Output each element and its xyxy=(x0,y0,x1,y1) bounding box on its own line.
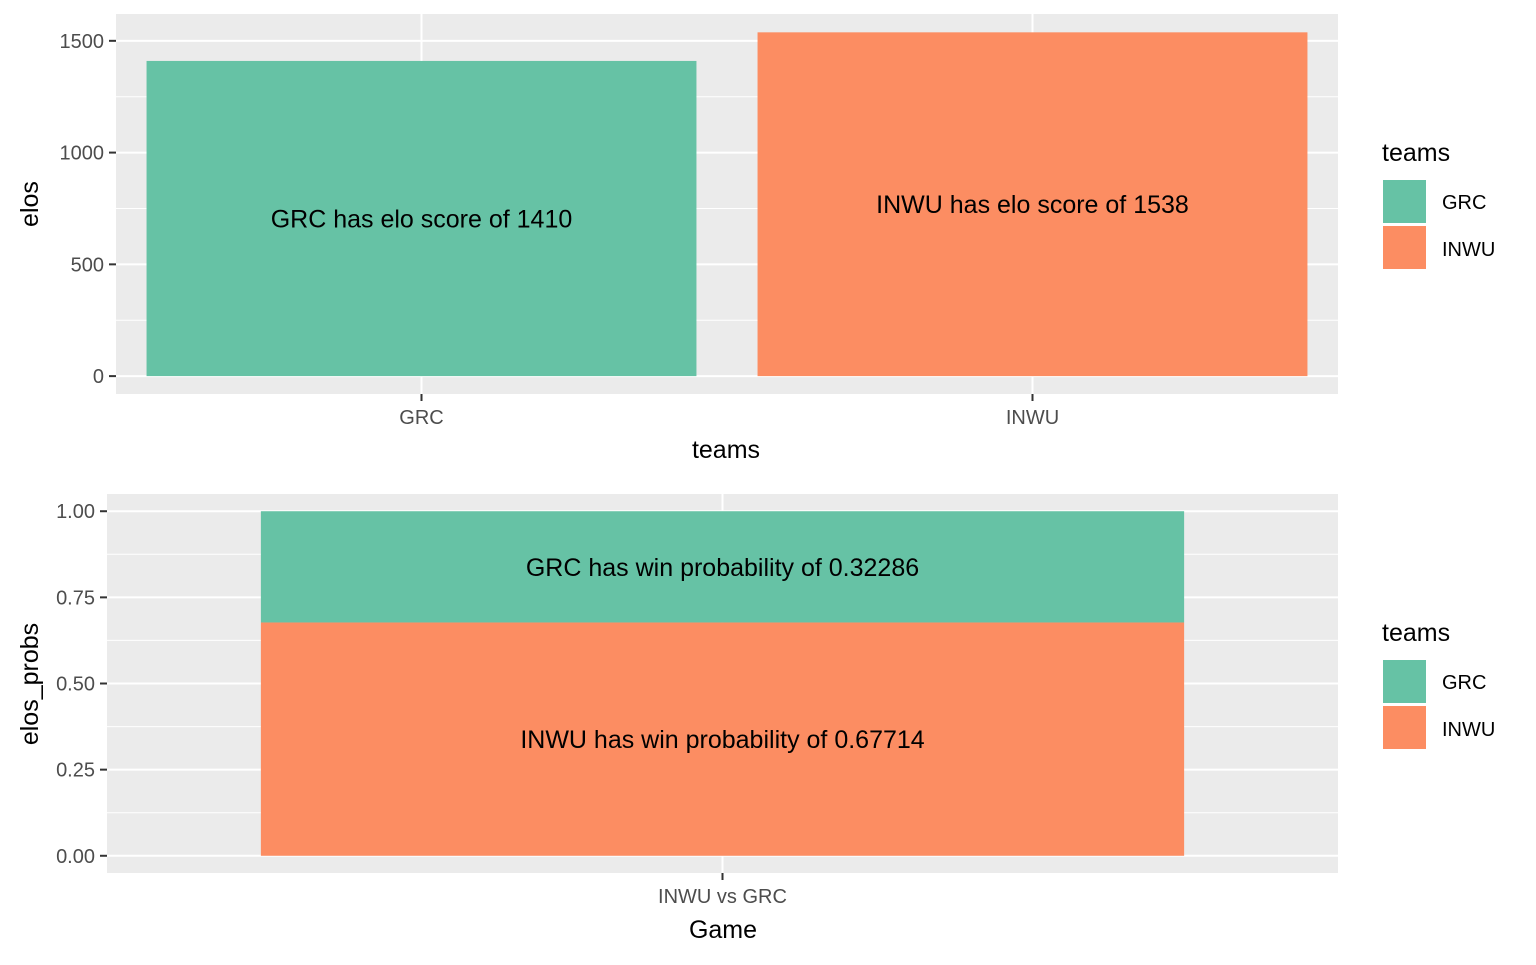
bar-label-inwu: INWU has elo score of 1538 xyxy=(876,191,1189,219)
y-tick-label: 0.75 xyxy=(56,587,95,609)
panel2-y-ticks: 0.00 0.25 0.50 0.75 1.00 xyxy=(56,501,107,868)
panel2-bars: INWU has win probability of 0.67714 GRC h… xyxy=(260,511,1185,856)
panel1-legend-label-inwu: INWU xyxy=(1442,239,1495,261)
panel2-legend-label-inwu: INWU xyxy=(1442,719,1495,741)
y-tick-label: 0.25 xyxy=(56,760,95,782)
panel1-legend-key-grc xyxy=(1383,180,1426,223)
panel2-x-axis-title: Game xyxy=(689,916,757,944)
panel1-x-ticks: GRC INWU xyxy=(399,394,1059,429)
bar-grc xyxy=(260,511,1185,623)
panel1-y-axis-title: elos xyxy=(16,181,44,227)
bar-label-grc: GRC has win probability of 0.32286 xyxy=(526,554,919,582)
y-tick-label: 0.50 xyxy=(56,674,95,696)
bar-grc xyxy=(146,60,697,377)
panel1-legend: teams GRC INWU xyxy=(1382,139,1495,269)
panel2-legend-key-grc xyxy=(1383,660,1426,703)
y-tick-label: 1.00 xyxy=(56,501,95,523)
panel1-legend-title: teams xyxy=(1382,139,1450,167)
y-tick-label: 0 xyxy=(93,366,104,388)
y-tick-label: 0.00 xyxy=(56,846,95,868)
x-tick-label-grc: GRC xyxy=(399,407,443,429)
bar-inwu xyxy=(757,32,1308,377)
y-tick-label: 1500 xyxy=(60,31,105,53)
y-tick-label: 1000 xyxy=(60,143,105,165)
panel1-y-ticks: 0 500 1000 1500 xyxy=(60,31,116,388)
panel1-legend-key-inwu xyxy=(1383,226,1426,269)
panel1-legend-label-grc: GRC xyxy=(1442,192,1486,214)
panel2-x-ticks: INWU vs GRC xyxy=(658,873,787,908)
panel1-bars: GRC has elo score of 1410 INWU has elo sc… xyxy=(146,32,1308,377)
x-tick-label-inwu: INWU xyxy=(1006,407,1059,429)
elo-score-panel: GRC has elo score of 1410 INWU has elo sc… xyxy=(16,14,1495,464)
panel2-legend-key-inwu xyxy=(1383,706,1426,749)
y-tick-label: 500 xyxy=(71,254,104,276)
panel2-legend-label-grc: GRC xyxy=(1442,672,1486,694)
x-tick-label-inwu-vs-grc: INWU vs GRC xyxy=(658,886,787,908)
panel2-legend-title: teams xyxy=(1382,619,1450,647)
panel1-x-axis-title: teams xyxy=(692,436,760,464)
win-probability-panel: INWU has win probability of 0.67714 GRC h… xyxy=(16,494,1495,944)
bar-inwu xyxy=(260,622,1185,856)
panel2-legend: teams GRC INWU xyxy=(1382,619,1495,749)
panel2-y-axis-title: elos_probs xyxy=(16,623,44,745)
bar-label-inwu: INWU has win probability of 0.67714 xyxy=(520,726,924,754)
bar-label-grc: GRC has elo score of 1410 xyxy=(271,206,573,234)
